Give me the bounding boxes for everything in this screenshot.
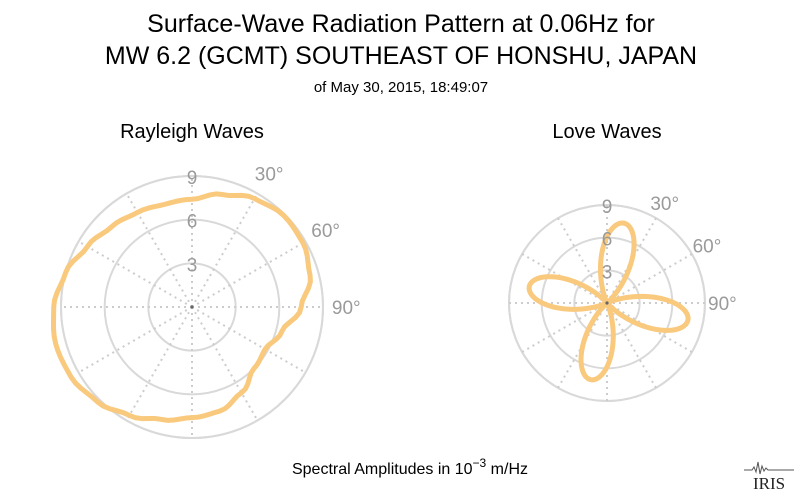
seismogram-trace [744, 461, 794, 475]
chart-title-line1: Surface-Wave Radiation Pattern at 0.06Hz… [147, 10, 655, 38]
units-suffix: m/Hz [486, 461, 528, 478]
angle-tick-label: 90° [332, 298, 361, 319]
chart-subtitle: of May 30, 2015, 18:49:07 [314, 79, 488, 96]
rayleigh-polar-plot: 3 6 9 30° 60° 90° [50, 164, 361, 439]
angular-gridline [606, 302, 657, 389]
angular-gridline [521, 302, 608, 353]
love-panel-title: Love Waves [552, 121, 661, 143]
angle-tick-label: 30° [255, 164, 284, 185]
angular-gridline [191, 193, 259, 308]
radial-gridline-circle [573, 269, 641, 337]
units-prefix: Spectral Amplitudes in [292, 461, 455, 478]
angular-gridline [557, 217, 608, 304]
radial-gridline-circle [103, 218, 281, 396]
love-polar-plot: 3 6 9 30° 60° 90° [508, 194, 737, 402]
radial-tick-label: 9 [602, 197, 613, 218]
outer-ring [60, 175, 324, 439]
angle-tick-label: 90° [708, 294, 737, 315]
radial-tick-label: 6 [602, 230, 613, 251]
iris-logo: IRIS [744, 461, 794, 492]
angular-gridline [606, 253, 693, 304]
radial-tick-label: 3 [187, 255, 198, 276]
center-point [190, 305, 194, 309]
angle-tick-label: 60° [693, 236, 722, 257]
radial-tick-label: 6 [187, 212, 198, 233]
angular-gridline [78, 240, 193, 308]
angle-tick-label: 60° [311, 221, 340, 242]
units-base: 10 [455, 461, 473, 478]
angle-tick-label: 30° [650, 194, 679, 215]
angular-gridline [191, 240, 306, 308]
rayleigh-panel-title: Rayleigh Waves [120, 121, 264, 143]
angular-gridline [191, 306, 259, 421]
chart-title-line2: MW 6.2 (GCMT) SOUTHEAST OF HONSHU, JAPAN [105, 42, 697, 70]
iris-logo-text: IRIS [753, 474, 785, 492]
angular-gridline [191, 306, 306, 374]
angular-gridline [78, 306, 193, 374]
units-exponent: −3 [473, 456, 487, 470]
radial-tick-label: 3 [602, 262, 613, 283]
radiation-pattern-curve [50, 191, 313, 423]
radial-tick-label: 9 [187, 168, 198, 189]
amplitude-units-label: Spectral Amplitudes in 10−3 m/Hz [292, 456, 528, 478]
center-point [605, 301, 609, 305]
angular-gridline [125, 306, 193, 421]
